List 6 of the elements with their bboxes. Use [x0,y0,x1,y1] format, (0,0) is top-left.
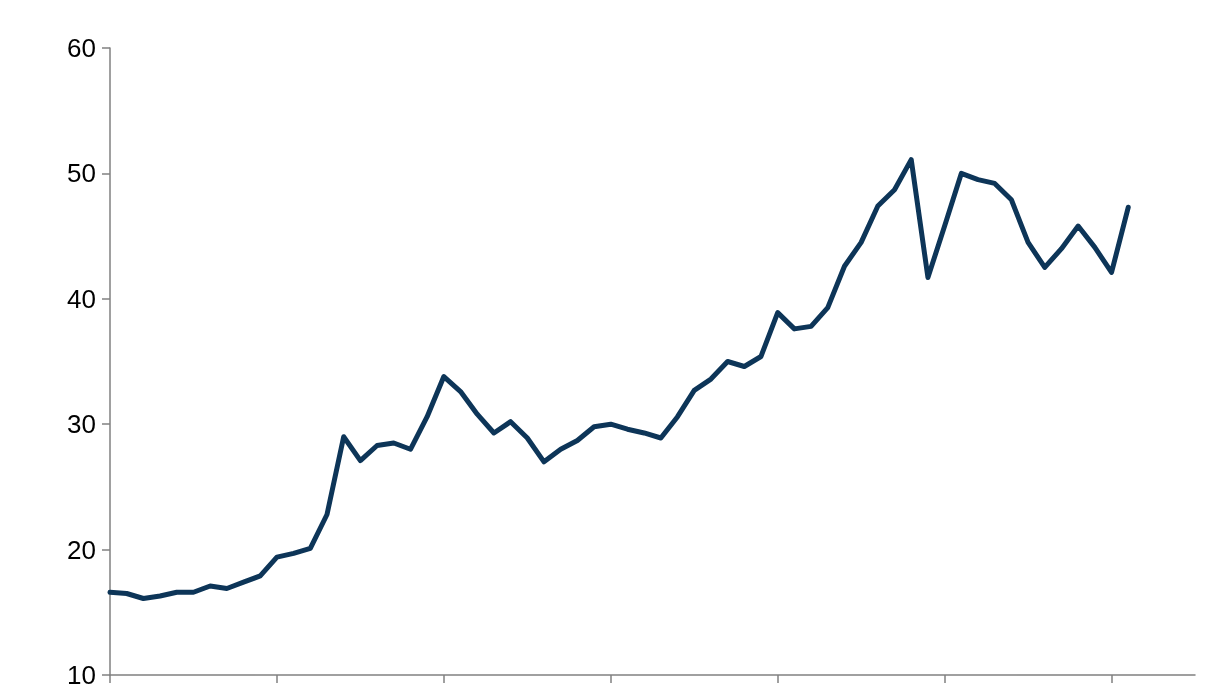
y-tick-label: 10 [67,660,96,690]
y-tick-label: 30 [67,409,96,440]
y-tick-label: 20 [67,534,96,565]
y-tick-label: 50 [67,158,96,189]
y-tick-label: 40 [67,283,96,314]
y-tick-label: 60 [67,33,96,63]
